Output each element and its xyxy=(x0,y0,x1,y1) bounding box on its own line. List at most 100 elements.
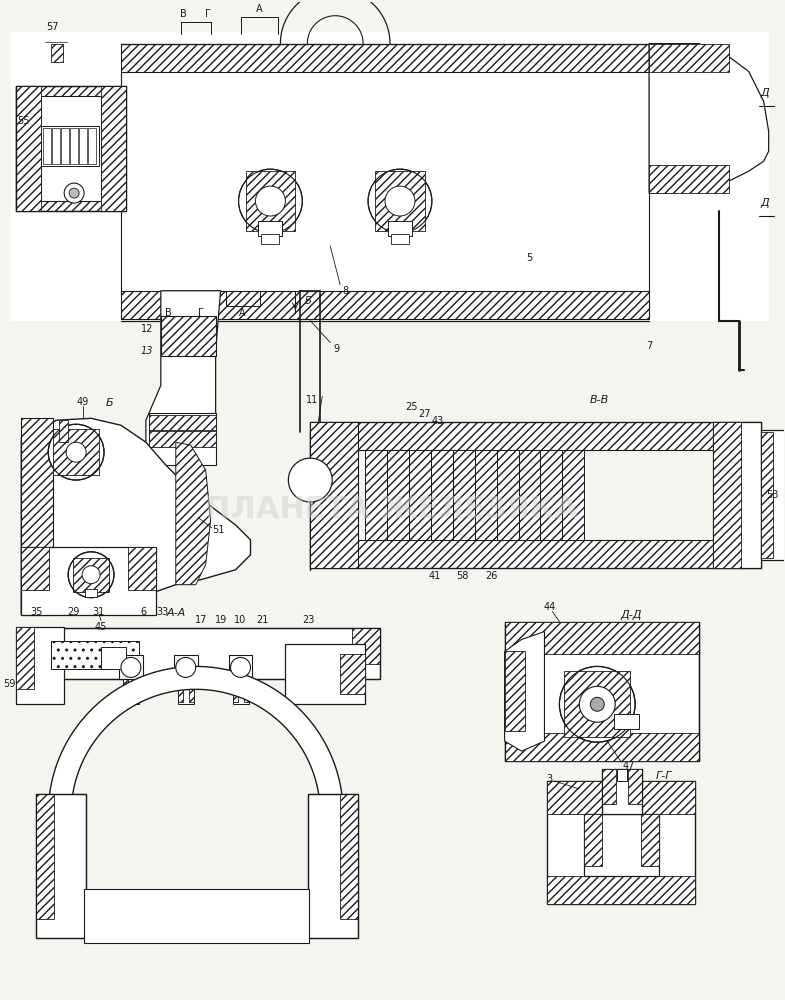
Text: 27: 27 xyxy=(418,409,431,419)
Bar xyxy=(70,128,78,164)
Bar xyxy=(761,430,785,560)
Bar xyxy=(61,128,69,164)
Text: 43: 43 xyxy=(432,416,444,426)
Bar xyxy=(340,654,365,694)
Text: Г: Г xyxy=(198,308,203,318)
Text: 8: 8 xyxy=(342,286,349,296)
Text: 55: 55 xyxy=(17,116,30,126)
Polygon shape xyxy=(146,291,221,465)
Bar xyxy=(388,221,412,236)
Bar xyxy=(128,547,156,590)
Bar xyxy=(387,450,409,540)
Bar xyxy=(505,733,699,761)
Bar xyxy=(309,794,358,938)
Circle shape xyxy=(121,657,141,677)
Text: 12: 12 xyxy=(141,324,153,334)
Bar xyxy=(123,676,139,704)
Bar xyxy=(73,558,109,592)
Bar xyxy=(21,547,156,615)
Text: Д-Д: Д-Д xyxy=(620,610,642,620)
Text: 25: 25 xyxy=(406,402,418,412)
Text: 7: 7 xyxy=(646,341,652,351)
Bar xyxy=(16,86,42,211)
Bar xyxy=(310,540,761,568)
Text: ПЛАНЕТА ЖЕЛЕЗЯКА: ПЛАНЕТА ЖЕЛЕЗЯКА xyxy=(206,495,579,524)
Bar xyxy=(547,781,695,814)
Text: А: А xyxy=(256,4,263,14)
Bar xyxy=(409,450,431,540)
Bar xyxy=(16,86,126,211)
Bar xyxy=(761,432,772,558)
Bar xyxy=(134,678,139,702)
Text: Б: Б xyxy=(105,398,113,408)
Text: 44: 44 xyxy=(543,602,556,612)
Bar xyxy=(177,676,194,704)
Text: Г-Г: Г-Г xyxy=(655,771,672,781)
Text: Г: Г xyxy=(205,9,210,19)
Bar xyxy=(310,422,761,450)
Text: 9: 9 xyxy=(333,344,339,354)
Bar xyxy=(310,540,761,568)
Text: 17: 17 xyxy=(195,615,207,625)
Bar xyxy=(123,678,128,702)
Bar xyxy=(431,450,453,540)
Text: 35: 35 xyxy=(30,607,42,617)
Bar xyxy=(85,589,97,597)
Bar xyxy=(21,628,380,679)
Bar xyxy=(453,450,475,540)
Bar xyxy=(21,628,49,664)
Bar xyxy=(547,781,695,904)
Circle shape xyxy=(368,169,432,233)
Bar xyxy=(121,291,649,319)
Bar xyxy=(547,876,695,904)
Bar xyxy=(352,628,380,664)
Bar xyxy=(246,171,295,231)
Bar xyxy=(309,794,358,938)
Bar xyxy=(53,429,99,475)
Bar xyxy=(614,714,639,729)
Bar xyxy=(21,547,49,590)
Bar xyxy=(16,627,35,689)
Text: 29: 29 xyxy=(67,607,79,617)
Bar xyxy=(88,128,96,164)
Bar xyxy=(121,44,649,72)
Bar xyxy=(149,413,216,465)
Text: Б: Б xyxy=(305,296,312,306)
Bar xyxy=(365,450,387,540)
Bar xyxy=(59,420,68,442)
Circle shape xyxy=(560,666,635,742)
Text: 21: 21 xyxy=(256,615,268,625)
Text: 13: 13 xyxy=(141,346,153,356)
Bar xyxy=(16,86,126,211)
Bar xyxy=(286,644,365,704)
Circle shape xyxy=(231,657,250,677)
Bar xyxy=(431,450,453,540)
Text: 11: 11 xyxy=(306,395,318,405)
Bar xyxy=(36,794,86,938)
Bar xyxy=(649,165,728,193)
Bar xyxy=(232,676,249,704)
Bar xyxy=(641,814,659,866)
Bar xyxy=(42,126,99,166)
Circle shape xyxy=(579,686,615,722)
Bar xyxy=(149,431,216,447)
Bar xyxy=(562,450,584,540)
Bar xyxy=(564,671,630,737)
Bar xyxy=(51,44,63,62)
Bar xyxy=(617,769,627,781)
Bar xyxy=(519,450,541,540)
Bar xyxy=(649,44,728,72)
Bar xyxy=(42,96,101,201)
Bar xyxy=(375,171,425,231)
Bar xyxy=(53,128,60,164)
Text: 3: 3 xyxy=(546,774,553,784)
Circle shape xyxy=(288,458,332,502)
Bar xyxy=(391,234,409,244)
Circle shape xyxy=(239,169,302,233)
Polygon shape xyxy=(21,418,250,615)
Bar xyxy=(505,622,699,761)
Text: 10: 10 xyxy=(235,615,246,625)
Bar xyxy=(16,627,64,704)
Circle shape xyxy=(82,566,100,584)
Bar xyxy=(232,678,238,702)
